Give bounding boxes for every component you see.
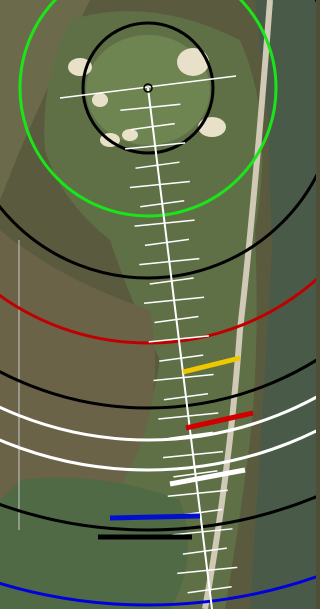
page: (() => { const g = document.getElementBy… [0,0,316,609]
aerial-map [0,0,316,609]
tee-area [0,478,188,609]
tee-marker [110,516,200,518]
bunker [92,93,108,107]
bunker [198,117,226,137]
bunker [177,48,209,76]
bunker [122,129,138,141]
